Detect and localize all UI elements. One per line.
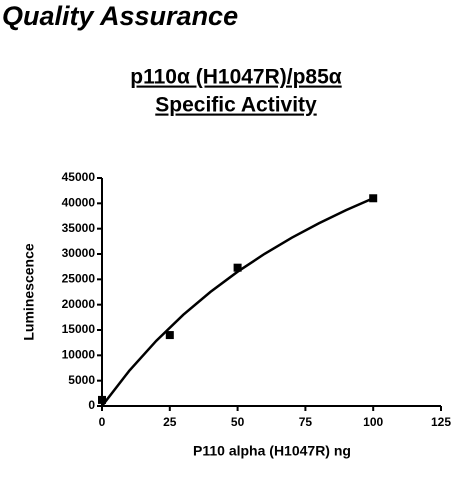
x-tick-label: 0 xyxy=(99,415,106,429)
chart-subtitle: Specific Activity xyxy=(155,94,317,117)
x-tick-label: 100 xyxy=(363,415,383,429)
data-point xyxy=(165,331,174,340)
x-tick-label: 50 xyxy=(231,415,245,429)
y-tick-label: 10000 xyxy=(62,348,96,362)
y-tick-label: 35000 xyxy=(62,221,96,235)
y-tick-label: 20000 xyxy=(62,297,96,311)
chart-title: p110α (H1047R)/p85α xyxy=(130,66,342,89)
data-point xyxy=(233,263,242,272)
data-point xyxy=(98,395,106,404)
x-tick-label: 25 xyxy=(163,415,177,429)
x-tick-label: 75 xyxy=(299,415,313,429)
y-tick-label: 25000 xyxy=(62,272,96,286)
y-tick-label: 40000 xyxy=(62,196,96,210)
x-tick-label: 125 xyxy=(431,415,451,429)
fit-curve xyxy=(101,197,374,407)
y-tick-label: 15000 xyxy=(62,322,96,336)
y-axis-label: Luminescence xyxy=(21,243,37,340)
y-tick-label: 5000 xyxy=(68,373,95,387)
x-axis-label: P110 alpha (H1047R) ng xyxy=(193,443,351,459)
y-tick-label: 30000 xyxy=(62,246,96,260)
page-title: Quality Assurance xyxy=(2,1,238,31)
y-tick-label: 0 xyxy=(88,398,95,412)
y-tick-label: 45000 xyxy=(62,170,96,184)
